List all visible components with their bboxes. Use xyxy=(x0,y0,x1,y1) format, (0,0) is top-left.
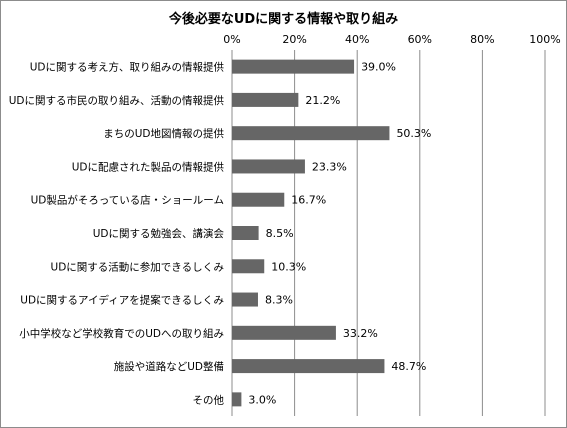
category-label: UDに関する勉強会、講演会 xyxy=(93,227,225,240)
data-label: 33.2% xyxy=(343,327,378,340)
category-label: その他 xyxy=(193,393,225,406)
bar xyxy=(232,226,259,240)
data-label: 21.2% xyxy=(305,94,340,107)
x-axis-ticks: 0% 20% 40% 60% 80% 100% xyxy=(223,33,560,46)
category-labels: UDに関する考え方、取り組みの情報提供 UDに関する市民の取り組み、活動の情報提供… xyxy=(9,61,225,407)
bar xyxy=(232,92,299,107)
data-label: 10.3% xyxy=(271,260,306,273)
bar xyxy=(232,126,390,141)
category-label: UDに関する考え方、取り組みの情報提供 xyxy=(30,61,225,74)
x-tick-label: 60% xyxy=(408,33,432,46)
data-label: 8.5% xyxy=(266,227,294,240)
data-label: 50.3% xyxy=(396,127,431,140)
data-label: 39.0% xyxy=(361,61,396,74)
bar xyxy=(232,359,385,374)
bar xyxy=(232,159,305,174)
bar xyxy=(232,59,355,74)
data-label: 8.3% xyxy=(265,294,293,307)
category-label: まちのUD地図情報の提供 xyxy=(103,127,224,140)
data-label: 23.3% xyxy=(312,160,347,173)
category-label: UDに関する市民の取り組み、活動の情報提供 xyxy=(9,94,225,107)
bars xyxy=(232,59,390,407)
bar xyxy=(232,292,258,307)
bar xyxy=(232,259,265,274)
bar xyxy=(232,392,242,407)
x-tick-label: 40% xyxy=(345,33,369,46)
category-label: 小中学校など学校教育でのUDへの取り組み xyxy=(19,327,224,340)
bar xyxy=(232,325,336,340)
data-label: 3.0% xyxy=(248,393,276,406)
data-label: 16.7% xyxy=(291,194,326,207)
category-label: UDに関するアイディアを提案できるしくみ xyxy=(20,294,224,307)
category-label: UD製品がそろっている店・ショールーム xyxy=(31,194,224,207)
data-labels: 39.0% 21.2% 50.3% 23.3% 16.7% 8.5% 10.3% 8.3% 33… xyxy=(248,61,431,407)
x-tick-label: 20% xyxy=(282,33,306,46)
bar xyxy=(232,192,285,207)
x-tick-label: 0% xyxy=(223,33,240,46)
x-tick-label: 100% xyxy=(529,33,560,46)
chart-title: 今後必要なUDに関する情報や取り組み xyxy=(168,12,399,27)
x-tick-label: 80% xyxy=(470,33,494,46)
category-label: UDに関する活動に参加できるしくみ xyxy=(51,260,224,273)
data-label: 48.7% xyxy=(391,360,426,373)
category-label: UDに配慮された製品の情報提供 xyxy=(72,160,225,173)
category-label: 施設や道路などUD整備 xyxy=(114,360,224,373)
